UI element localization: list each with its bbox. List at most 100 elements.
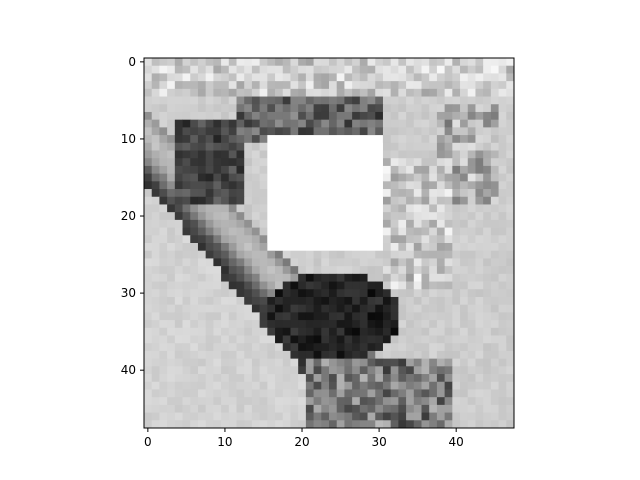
heatmap-cell [221, 204, 230, 213]
heatmap-cell [382, 212, 392, 221]
heatmap-cell [190, 204, 199, 213]
heatmap-cell [475, 281, 484, 290]
heatmap-cell [359, 96, 368, 105]
heatmap-cell [267, 258, 276, 267]
heatmap-cell [436, 173, 446, 182]
heatmap-cell [290, 420, 299, 429]
heatmap-cell [213, 173, 222, 182]
heatmap-cell [421, 73, 430, 82]
heatmap-cell [506, 111, 515, 121]
heatmap-cell [498, 258, 507, 267]
heatmap-cell [352, 258, 361, 267]
heatmap-cell [467, 181, 476, 190]
heatmap-cell [267, 127, 276, 136]
heatmap-cell [352, 96, 361, 105]
heatmap-cell [444, 243, 453, 252]
heatmap-cell [467, 343, 476, 352]
heatmap-cell [167, 81, 176, 90]
heatmap-cell [167, 404, 176, 413]
heatmap-cell [390, 243, 399, 252]
heatmap-cell [213, 111, 222, 121]
heatmap-cell [213, 104, 222, 113]
heatmap-cell [174, 235, 183, 244]
heatmap-cell [506, 189, 515, 198]
heatmap-cell [406, 374, 415, 383]
heatmap-cell [460, 389, 469, 398]
heatmap-cell [467, 235, 476, 244]
heatmap-cell [182, 281, 191, 290]
heatmap-cell [375, 358, 384, 367]
heatmap-cell [506, 312, 515, 321]
heatmap-cell [359, 343, 368, 352]
heatmap-cell [467, 111, 476, 121]
heatmap-cell [236, 212, 245, 221]
heatmap-cell [498, 142, 507, 151]
heatmap-cell [467, 142, 476, 151]
heatmap-cell [259, 111, 268, 121]
heatmap-cell [444, 158, 453, 167]
heatmap-cell [444, 335, 453, 344]
heatmap-cell [398, 289, 407, 298]
heatmap-cell [244, 127, 253, 136]
heatmap-cell [460, 381, 469, 390]
heatmap-cell [506, 420, 515, 429]
heatmap-cell [444, 196, 453, 205]
heatmap-cell [475, 327, 484, 336]
heatmap-cell [375, 397, 384, 406]
heatmap-cell [352, 381, 361, 390]
heatmap-cell [452, 327, 461, 336]
heatmap-cell [298, 81, 307, 90]
heatmap-cell [228, 181, 237, 190]
heatmap-cell [490, 289, 499, 298]
heatmap-cell [460, 173, 469, 182]
heatmap-cell [475, 412, 484, 421]
heatmap-cell [159, 289, 168, 298]
heatmap-cell [406, 296, 415, 306]
heatmap-cell [236, 135, 245, 144]
heatmap-cell [429, 312, 438, 321]
heatmap-cell [483, 320, 492, 329]
heatmap-cell [197, 266, 207, 275]
heatmap-cell [205, 165, 214, 175]
heatmap-cell [460, 212, 469, 221]
heatmap-cell [182, 343, 191, 352]
heatmap-cell [390, 73, 399, 82]
heatmap-cell [221, 327, 230, 336]
heatmap-cell [151, 96, 160, 105]
heatmap-cell [406, 173, 415, 182]
heatmap-cell [490, 212, 499, 221]
heatmap-cell [313, 366, 322, 375]
heatmap-cell [506, 374, 515, 383]
heatmap-cell [382, 181, 392, 190]
heatmap-cell [144, 312, 153, 321]
heatmap-cell [490, 412, 499, 421]
heatmap-cell [151, 219, 160, 228]
heatmap-cell [506, 96, 515, 105]
heatmap-cell [159, 258, 168, 267]
heatmap-cell [190, 327, 199, 336]
heatmap-cell [151, 65, 160, 74]
heatmap-cell [406, 127, 415, 136]
heatmap-cell [197, 327, 207, 336]
heatmap-cell [483, 358, 492, 367]
heatmap-cell [251, 204, 261, 213]
heatmap-cell [174, 204, 183, 213]
heatmap-cell [275, 304, 284, 313]
heatmap-cell [251, 111, 261, 121]
heatmap-cell [174, 196, 183, 205]
heatmap-cell [444, 258, 453, 267]
heatmap-cell [467, 320, 476, 329]
heatmap-cell [359, 289, 368, 298]
heatmap-cell [174, 320, 183, 329]
heatmap-cell [398, 343, 407, 352]
heatmap-cell [467, 397, 476, 406]
heatmap-cell [444, 250, 453, 259]
heatmap-cell [352, 81, 361, 90]
heatmap-cell [367, 420, 376, 429]
heatmap-cell [344, 266, 353, 275]
heatmap-cell [213, 88, 222, 97]
heatmap-cell [221, 181, 230, 190]
heatmap-cell [498, 181, 507, 190]
heatmap-cell [344, 258, 353, 267]
heatmap-cell [359, 389, 368, 398]
